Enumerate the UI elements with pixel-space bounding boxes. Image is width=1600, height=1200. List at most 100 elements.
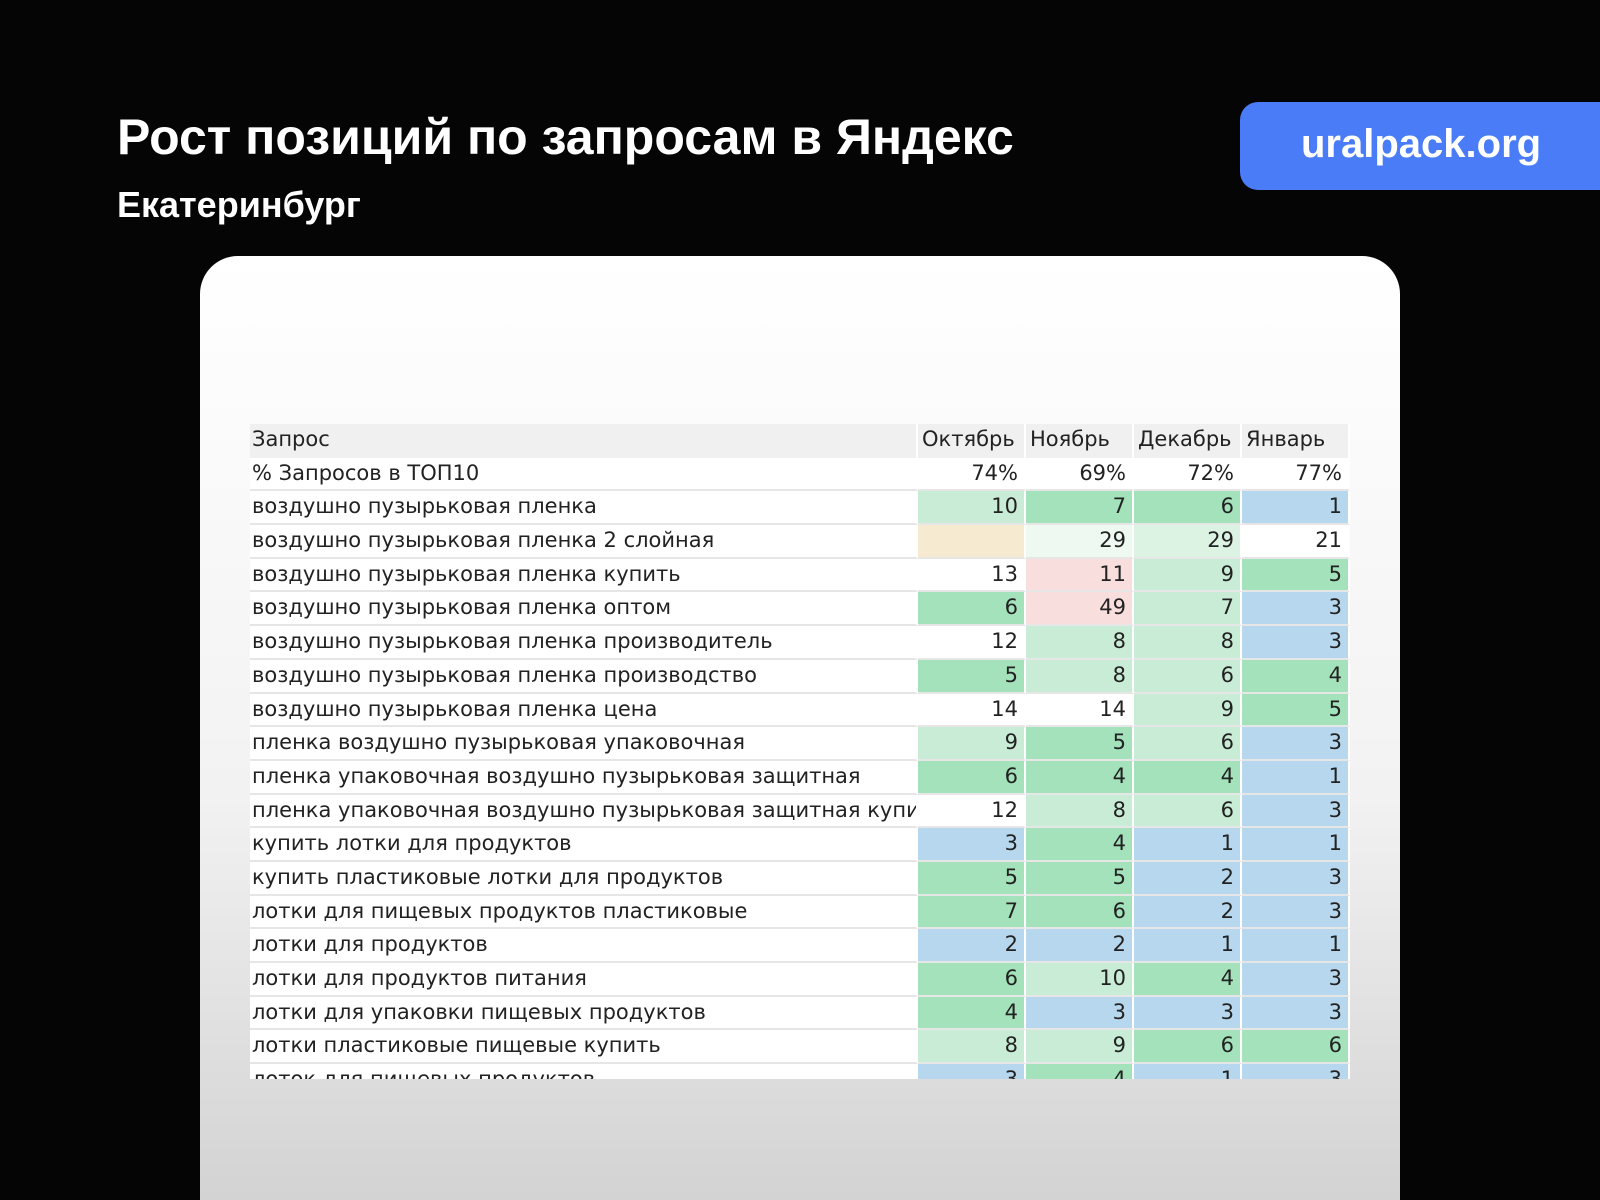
value-cell: 3 bbox=[1026, 996, 1134, 1031]
table-row: лотки для продуктов 2 2 1 1 bbox=[250, 929, 1350, 963]
table-row: лотки для продуктов питания 6 10 4 3 bbox=[250, 963, 1350, 997]
table-row: % Запросов в ТОП10 74% 69% 72% 77% bbox=[250, 457, 1350, 492]
value-cell: 6 bbox=[1242, 1030, 1350, 1065]
value-cell: 8 bbox=[1026, 794, 1134, 829]
value-cell: 3 bbox=[1242, 963, 1350, 997]
value-cell: 3 bbox=[918, 828, 1026, 862]
query-cell: воздушно пузырьковая пленка оптом bbox=[250, 592, 918, 627]
value-cell: 8 bbox=[918, 1030, 1026, 1065]
value-cell: 3 bbox=[1134, 996, 1242, 1031]
value-cell: 1 bbox=[1242, 760, 1350, 795]
value-cell: 3 bbox=[1242, 626, 1350, 660]
value-cell: 4 bbox=[1134, 760, 1242, 795]
value-cell: 2 bbox=[1026, 929, 1134, 963]
badge-text: uralpack.org bbox=[1301, 122, 1542, 166]
query-cell: лоток для пищевых продуктов bbox=[250, 1064, 918, 1079]
value-cell: 5 bbox=[1242, 558, 1350, 593]
value-cell: 77% bbox=[1242, 457, 1350, 492]
value-cell: 1 bbox=[1134, 828, 1242, 862]
value-cell: 6 bbox=[1134, 659, 1242, 694]
column-header: Запрос bbox=[250, 424, 918, 458]
value-cell: 6 bbox=[918, 963, 1026, 997]
value-cell: 4 bbox=[1026, 1064, 1134, 1079]
table-row: воздушно пузырьковая пленка производство… bbox=[250, 659, 1350, 694]
value-cell: 4 bbox=[1026, 828, 1134, 862]
query-cell: воздушно пузырьковая пленка купить bbox=[250, 558, 918, 593]
value-cell: 7 bbox=[918, 895, 1026, 930]
table-row: купить лотки для продуктов 3 4 1 1 bbox=[250, 828, 1350, 862]
value-cell: 1 bbox=[1242, 491, 1350, 526]
value-cell: 5 bbox=[918, 861, 1026, 896]
value-cell: 1 bbox=[1134, 1064, 1242, 1079]
value-cell: 14 bbox=[918, 693, 1026, 728]
value-cell bbox=[918, 525, 1026, 559]
value-cell: 29 bbox=[1134, 525, 1242, 559]
value-cell: 74% bbox=[918, 457, 1026, 492]
value-cell: 10 bbox=[918, 491, 1026, 526]
query-cell: купить лотки для продуктов bbox=[250, 828, 918, 862]
table-row: лотки для упаковки пищевых продуктов 4 3 3 3 bbox=[250, 996, 1350, 1031]
title: Рост позиций по запросам в Яндекс bbox=[117, 109, 1014, 165]
query-cell: воздушно пузырьковая пленка bbox=[250, 491, 918, 526]
query-cell: воздушно пузырьковая пленка 2 слойная bbox=[250, 525, 918, 559]
value-cell: 9 bbox=[1134, 693, 1242, 728]
value-cell: 49 bbox=[1026, 592, 1134, 627]
table-row: воздушно пузырьковая пленка оптом 6 49 7 3 bbox=[250, 592, 1350, 627]
query-cell: лотки для продуктов bbox=[250, 929, 918, 963]
value-cell: 14 bbox=[1026, 693, 1134, 728]
value-cell: 4 bbox=[1134, 963, 1242, 997]
query-cell: пленка упаковочная воздушно пузырьковая … bbox=[250, 760, 918, 795]
value-cell: 6 bbox=[918, 760, 1026, 795]
value-cell: 1 bbox=[1242, 828, 1350, 862]
value-cell: 6 bbox=[1134, 727, 1242, 761]
query-cell: воздушно пузырьковая пленка цена bbox=[250, 693, 918, 728]
table-row: воздушно пузырьковая пленка цена 14 14 9 5 bbox=[250, 693, 1350, 728]
query-cell: % Запросов в ТОП10 bbox=[250, 457, 918, 492]
value-cell: 5 bbox=[1026, 727, 1134, 761]
value-cell: 11 bbox=[1026, 558, 1134, 593]
query-cell: воздушно пузырьковая пленка производство bbox=[250, 659, 918, 694]
value-cell: 8 bbox=[1026, 626, 1134, 660]
value-cell: 6 bbox=[1026, 895, 1134, 930]
value-cell: 6 bbox=[1134, 491, 1242, 526]
query-cell: пленка воздушно пузырьковая упаковочная bbox=[250, 727, 918, 761]
value-cell: 12 bbox=[918, 626, 1026, 660]
value-cell: 9 bbox=[1134, 558, 1242, 593]
value-cell: 3 bbox=[1242, 727, 1350, 761]
value-cell: 6 bbox=[918, 592, 1026, 627]
value-cell: 5 bbox=[1026, 861, 1134, 896]
value-cell: 1 bbox=[1134, 929, 1242, 963]
table-row: пленка упаковочная воздушно пузырьковая … bbox=[250, 760, 1350, 795]
table-row: лоток для пищевых продуктов3413 bbox=[250, 1064, 1350, 1079]
value-cell: 3 bbox=[918, 1064, 1026, 1079]
value-cell: 5 bbox=[918, 659, 1026, 694]
value-cell: 4 bbox=[918, 996, 1026, 1031]
value-cell: 72% bbox=[1134, 457, 1242, 492]
query-cell: воздушно пузырьковая пленка производител… bbox=[250, 626, 918, 660]
value-cell: 9 bbox=[918, 727, 1026, 761]
query-cell: лотки для пищевых продуктов пластиковые bbox=[250, 895, 918, 930]
value-cell: 8 bbox=[1026, 659, 1134, 694]
value-cell: 4 bbox=[1242, 659, 1350, 694]
table-row: купить пластиковые лотки для продуктов 5 5… bbox=[250, 861, 1350, 896]
value-cell: 7 bbox=[1026, 491, 1134, 526]
value-cell: 10 bbox=[1026, 963, 1134, 997]
column-header: Ноябрь bbox=[1026, 424, 1134, 458]
value-cell: 7 bbox=[1134, 592, 1242, 627]
value-cell: 5 bbox=[1242, 693, 1350, 728]
column-header: Декабрь bbox=[1134, 424, 1242, 458]
table-row: воздушно пузырьковая пленка 10 7 6 1 bbox=[250, 491, 1350, 526]
value-cell: 13 bbox=[918, 558, 1026, 593]
header-row: Запрос Октябрь Ноябрь Декабрь Январь bbox=[250, 424, 1350, 458]
value-cell: 3 bbox=[1242, 1064, 1350, 1079]
table-row: воздушно пузырьковая пленка 2 слойная 29 2… bbox=[250, 525, 1350, 559]
table-row: лотки для пищевых продуктов пластиковые 7… bbox=[250, 895, 1350, 930]
value-cell: 2 bbox=[1134, 861, 1242, 896]
value-cell: 3 bbox=[1242, 996, 1350, 1031]
column-header: Октябрь bbox=[918, 424, 1026, 458]
value-cell: 3 bbox=[1242, 592, 1350, 627]
value-cell: 12 bbox=[918, 794, 1026, 829]
